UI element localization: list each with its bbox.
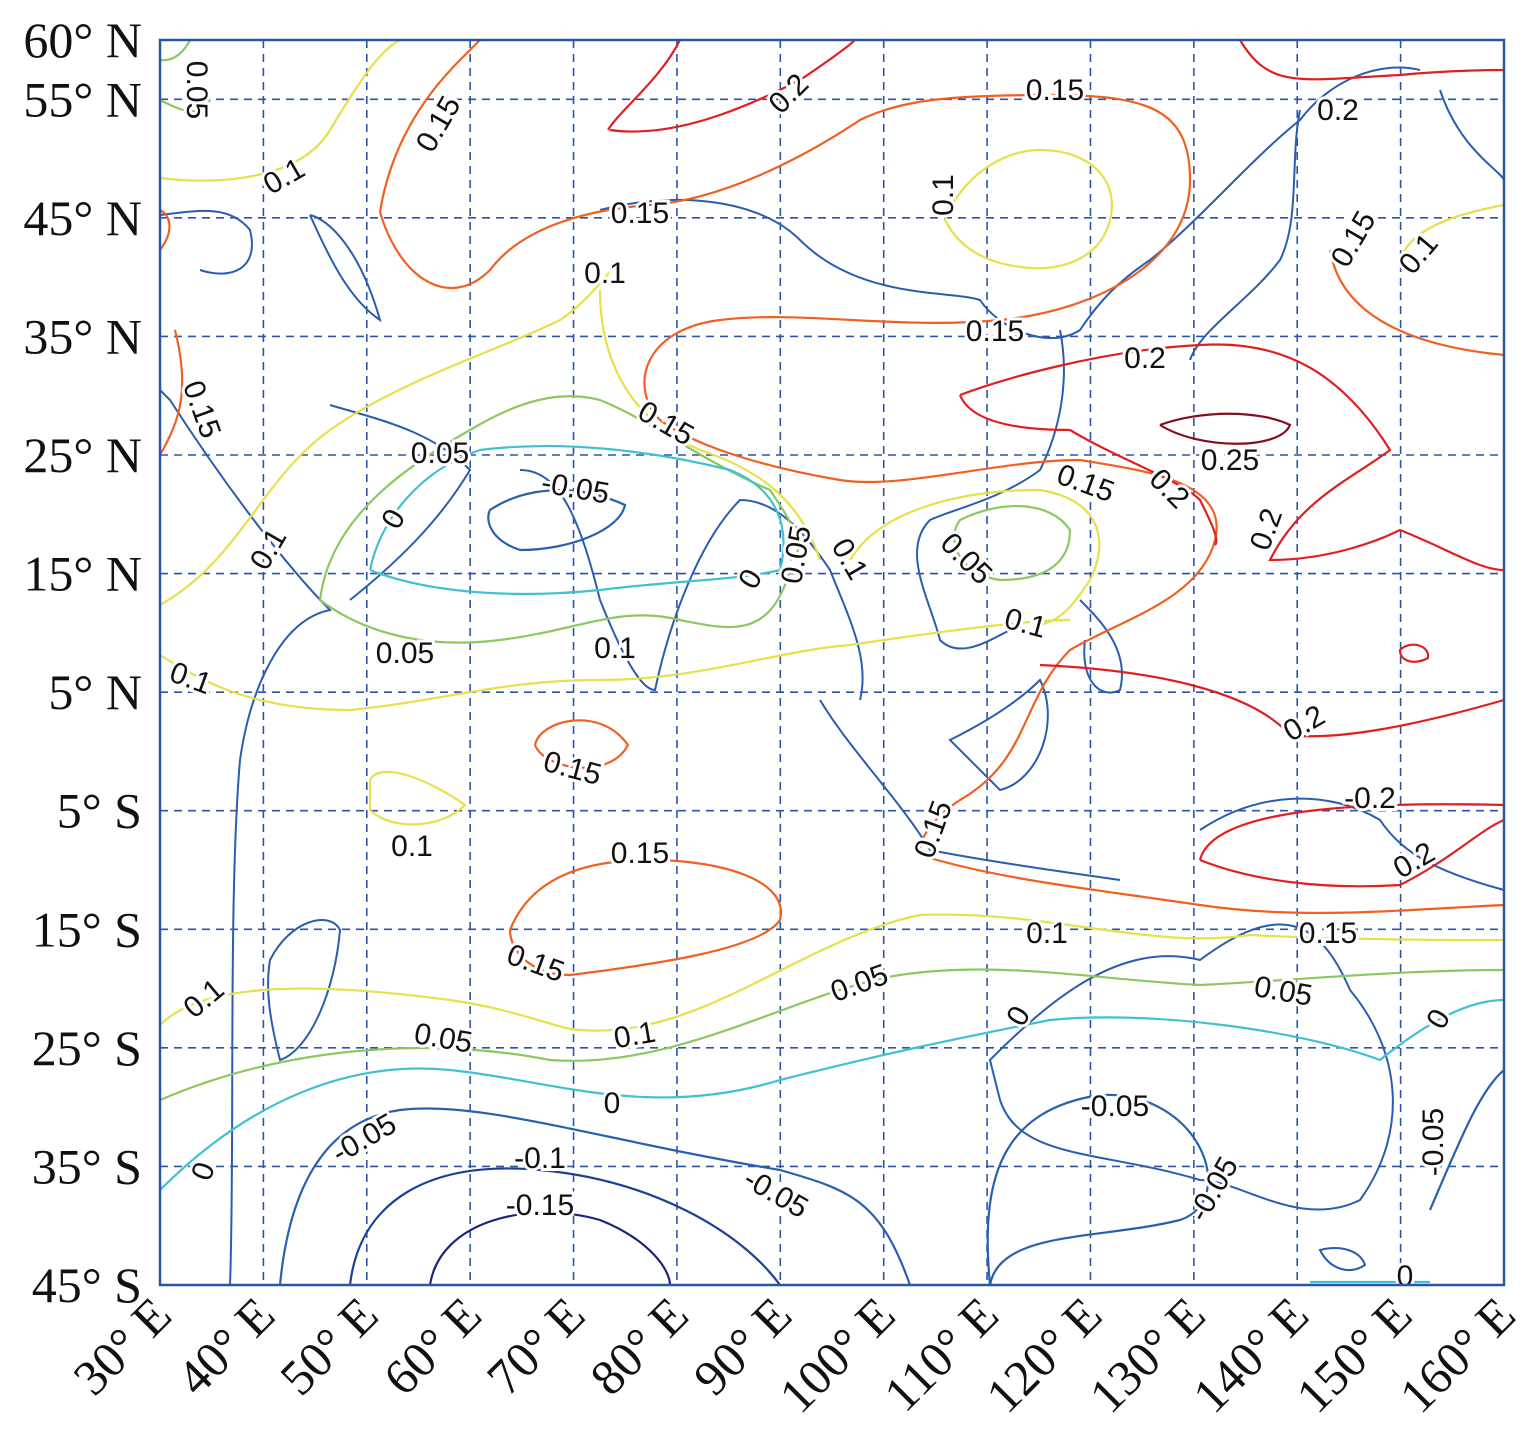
y-tick-label: 35° S [32, 1138, 142, 1194]
contour-label: 0.2 [1124, 342, 1166, 375]
contour-label: -0.1 [514, 1142, 566, 1175]
coastline [916, 329, 1065, 650]
contour-line [533, 719, 630, 769]
contour-label: 0.15 [966, 315, 1024, 348]
contour-line [958, 343, 1505, 572]
contour-line [159, 329, 184, 456]
contour-line [159, 618, 1071, 712]
contour-line [159, 913, 1505, 1032]
contour-line [159, 998, 1505, 1191]
coastline [1199, 797, 1505, 891]
contour-line [159, 968, 1505, 1102]
contour-label: 0 [1397, 1260, 1414, 1293]
coastline [1318, 1247, 1367, 1271]
coastline [159, 389, 333, 1286]
contour-line [1398, 203, 1505, 261]
contour-line [318, 395, 800, 644]
contour-label: 0.1 [1026, 917, 1068, 950]
y-tick-label: 55° N [23, 71, 142, 127]
contour-label: 0.1 [584, 257, 626, 290]
contour-line [953, 505, 1072, 582]
coastline [819, 678, 1121, 881]
y-tick-label: 5° N [48, 664, 142, 720]
contour-label: -0.15 [506, 1189, 574, 1222]
contour-label: 0.15 [1299, 917, 1357, 950]
contour-line [607, 39, 1505, 133]
frame [158, 38, 1506, 1287]
contour-label: 0.15 [611, 197, 669, 230]
contour-line [1159, 412, 1292, 445]
contour-line [378, 39, 481, 213]
contour-line [368, 770, 467, 826]
contour-line [159, 39, 211, 113]
y-tick-label: 25° N [23, 427, 142, 483]
contour-label: 0.1 [594, 632, 636, 665]
contour-line [943, 148, 1113, 270]
contour-line [368, 444, 785, 596]
y-tick-label: 60° N [23, 12, 142, 68]
contour-line [428, 1211, 672, 1286]
contour-line [508, 858, 783, 977]
coastline [1189, 89, 1505, 361]
contour-line [159, 39, 401, 182]
contour-line [278, 1069, 1505, 1286]
contour-line [159, 209, 1505, 357]
contour-line [348, 1167, 781, 1286]
contour-label: 0.1 [927, 174, 960, 216]
contour-line [487, 489, 627, 552]
coastline [329, 404, 472, 601]
contour-line [378, 93, 1218, 851]
coastline [988, 923, 1394, 1211]
contour-label: 0.05 [376, 637, 434, 670]
y-tick-label: 45° N [23, 190, 142, 246]
contour-label: -0.05 [1417, 1108, 1450, 1176]
contour-label: 0.05 [180, 61, 213, 119]
contour-line [1039, 663, 1505, 888]
coastline [267, 919, 342, 1062]
contour-label: 0 [604, 1087, 621, 1120]
contour-line [919, 853, 1505, 915]
contour-line [159, 259, 1101, 627]
contour-label: 0.2 [1317, 94, 1359, 127]
coastline [1079, 599, 1123, 694]
coastlines [159, 66, 1505, 1286]
coastline [159, 209, 382, 323]
contour-line [1398, 643, 1430, 663]
contour-label: 0.15 [1026, 74, 1084, 107]
y-tick-label: 5° S [57, 783, 142, 839]
y-tick-label: 45° S [32, 1257, 142, 1313]
contour-label: 0.1 [391, 830, 433, 863]
y-tick-label: 15° N [23, 546, 142, 602]
coastline [519, 469, 864, 701]
contour-label: -0.2 [1344, 782, 1396, 815]
contour-label: -0.05 [1081, 1090, 1149, 1123]
contour-label: 0.05 [411, 437, 469, 470]
contour-label: 0.15 [611, 837, 669, 870]
y-tick-label: 25° S [32, 1020, 142, 1076]
coastline [599, 66, 1421, 339]
contours [159, 39, 1505, 1286]
contour-label: 0.25 [1201, 444, 1259, 477]
y-tick-label: 15° S [32, 901, 142, 957]
y-tick-label: 35° N [23, 308, 142, 364]
